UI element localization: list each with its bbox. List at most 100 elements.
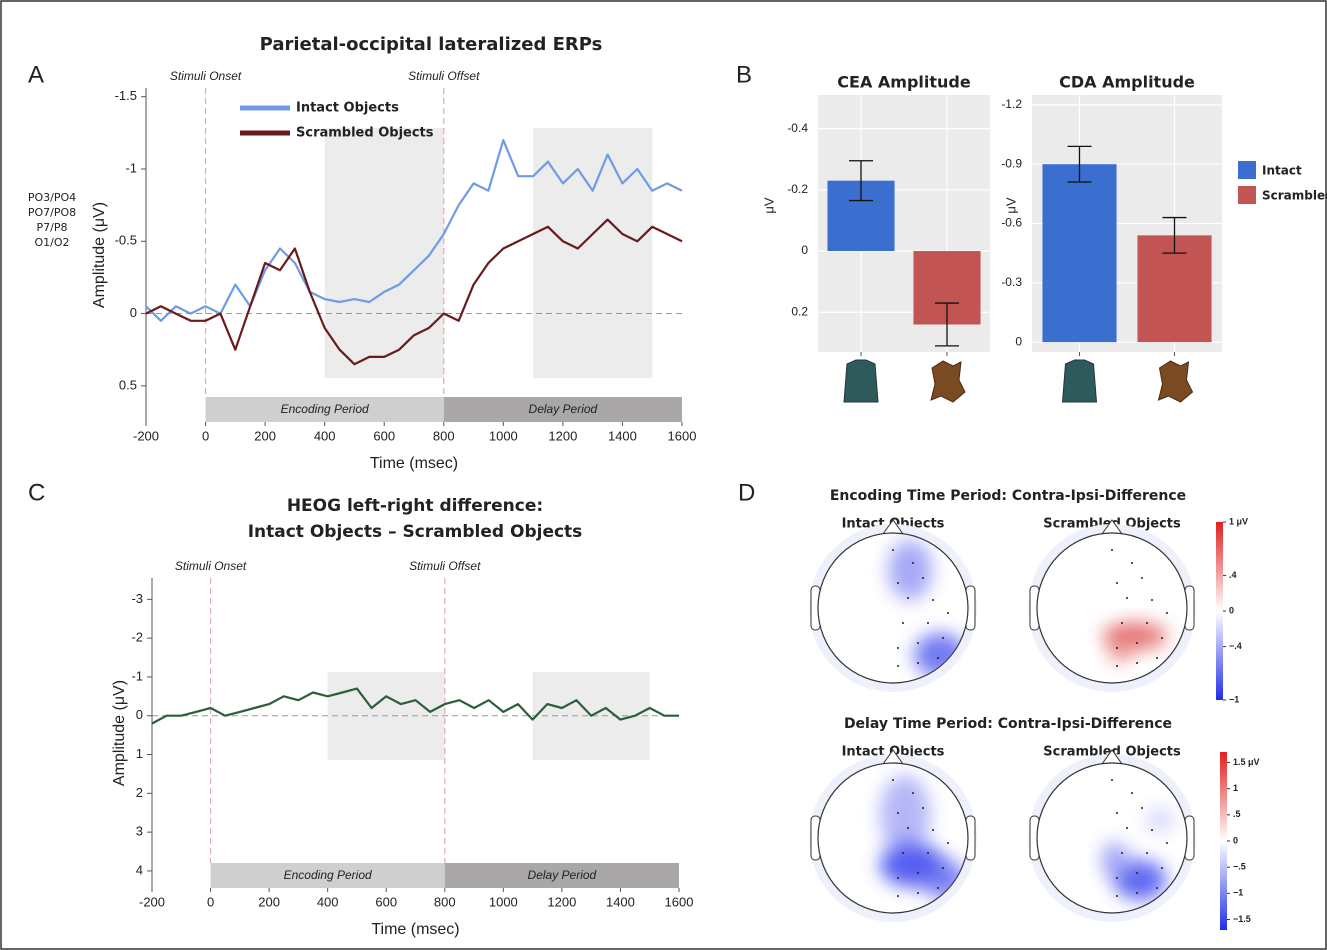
y-axis-label: μV	[761, 197, 776, 213]
colorbar-label: 0	[1233, 835, 1238, 845]
legend-label: Intact Objects	[296, 101, 399, 116]
electrode-label: PO7/PO8	[28, 206, 76, 219]
head	[1037, 763, 1187, 913]
sensor	[897, 647, 899, 649]
sensor	[1111, 549, 1113, 551]
legend-swatch	[1238, 186, 1256, 204]
sensor	[912, 562, 914, 564]
panel-label: C	[28, 479, 45, 506]
y-tick-label: -2	[131, 630, 143, 645]
sensor	[902, 852, 904, 854]
y-axis-label: μV	[1003, 197, 1018, 213]
colorbar-label: 1	[1233, 783, 1238, 793]
chart-title: CDA Amplitude	[1059, 73, 1195, 92]
y-tick-label: 0	[136, 707, 143, 722]
chart-title: Intact Objects – Scrambled Objects	[248, 522, 583, 542]
activity-blob	[1146, 808, 1174, 832]
activity-blob	[1101, 842, 1129, 878]
x-tick-label: 1400	[608, 428, 637, 443]
electrode-label: P7/P8	[37, 221, 68, 234]
legend-label: Scrambled	[1262, 189, 1327, 203]
y-tick-label: -0.9	[1001, 156, 1022, 170]
sensor	[927, 622, 929, 624]
colorbar-label: 1.5 μV	[1233, 757, 1260, 767]
activity-blob	[880, 775, 930, 855]
event-label: Stimuli Offset	[409, 559, 481, 573]
event-label: Stimuli Offset	[408, 69, 480, 83]
panel-label: A	[28, 61, 44, 88]
sensor	[1161, 637, 1163, 639]
colorbar-label: 0	[1229, 605, 1234, 615]
sensor	[1116, 877, 1118, 879]
sensor	[1146, 622, 1148, 624]
sensor	[937, 657, 939, 659]
sensor	[932, 599, 934, 601]
chart-title: CEA Amplitude	[837, 73, 971, 92]
colorbar-label: −1	[1229, 694, 1239, 704]
x-tick-label: 600	[373, 428, 395, 443]
x-tick-label: 1600	[665, 894, 694, 909]
y-tick-label: -1	[125, 160, 137, 175]
legend-label: Scrambled Objects	[296, 126, 434, 141]
y-tick-label: -0.2	[787, 182, 808, 196]
x-tick-label: 1000	[489, 428, 518, 443]
chart-title: HEOG left-right difference:	[287, 496, 543, 516]
sensor	[902, 622, 904, 624]
period-label: Encoding Period	[281, 402, 369, 416]
sensor	[1116, 665, 1118, 667]
sensor	[1156, 657, 1158, 659]
event-label: Stimuli Onset	[170, 69, 242, 83]
y-tick-label: 0.2	[791, 304, 808, 318]
sensor	[1151, 599, 1153, 601]
sensor	[1126, 597, 1128, 599]
colorbar	[1216, 522, 1223, 700]
head	[1037, 533, 1187, 683]
activity-blob	[1108, 636, 1132, 664]
sensor	[1136, 642, 1138, 644]
sensor	[1136, 892, 1138, 894]
sensor	[917, 642, 919, 644]
y-tick-label: -3	[131, 591, 143, 606]
sensor	[937, 887, 939, 889]
y-tick-label: -0.5	[115, 233, 137, 248]
y-axis-label: Amplitude (μV)	[91, 202, 108, 308]
x-tick-label: 1200	[547, 894, 576, 909]
electrode-label: PO3/PO4	[28, 191, 76, 204]
y-tick-label: -1.2	[1001, 97, 1022, 111]
colorbar-label: −1	[1233, 888, 1243, 898]
sensor	[907, 597, 909, 599]
x-tick-label: 200	[254, 428, 276, 443]
sensor	[1161, 867, 1163, 869]
sensor	[917, 662, 919, 664]
sensor	[932, 829, 934, 831]
sensor	[1121, 852, 1123, 854]
y-tick-label: -0.4	[787, 121, 808, 135]
panel-label: B	[736, 61, 752, 88]
sensor	[897, 895, 899, 897]
sensor	[892, 549, 894, 551]
sensor	[1151, 829, 1153, 831]
sensor	[927, 852, 929, 854]
sensor	[917, 872, 919, 874]
colorbar	[1220, 752, 1227, 930]
period-label: Delay Period	[529, 402, 598, 416]
section-title: Delay Time Period: Contra-Ipsi-Differenc…	[844, 716, 1172, 732]
x-tick-label: -200	[133, 428, 159, 443]
x-tick-label: -200	[139, 894, 165, 909]
sensor	[1136, 662, 1138, 664]
sensor	[1121, 622, 1123, 624]
sensor	[897, 812, 899, 814]
x-tick-label: 1000	[489, 894, 518, 909]
sensor	[917, 892, 919, 894]
y-tick-label: -0.6	[1001, 216, 1022, 230]
sensor	[1131, 562, 1133, 564]
bar	[1042, 164, 1116, 342]
x-tick-label: 200	[258, 894, 280, 909]
colorbar-label: −.4	[1229, 641, 1242, 651]
sensor	[1146, 852, 1148, 854]
sensor	[1166, 842, 1168, 844]
x-tick-label: 400	[317, 894, 339, 909]
analysis-window	[325, 128, 444, 378]
sensor	[912, 792, 914, 794]
object-icon	[931, 361, 965, 402]
